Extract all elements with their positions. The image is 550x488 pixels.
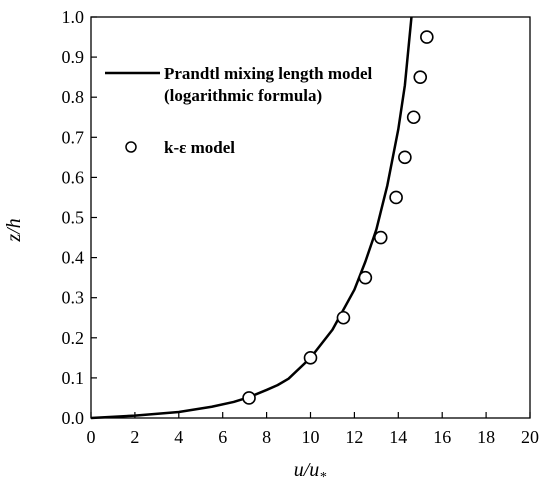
y-tick-label: 0.0 bbox=[62, 408, 85, 428]
data-point-k-epsilon bbox=[406, 110, 421, 125]
x-tick-label: 8 bbox=[262, 427, 271, 447]
x-axis-label: u/u* bbox=[294, 459, 327, 485]
y-tick-label: 0.6 bbox=[62, 167, 85, 187]
series-line-prandtl bbox=[90, 16, 413, 420]
data-point-k-epsilon bbox=[358, 270, 373, 285]
x-axis-label-main: u/u bbox=[294, 459, 320, 481]
legend-marker-label: k-ε model bbox=[164, 138, 235, 157]
data-point-k-epsilon bbox=[389, 190, 403, 205]
x-tick-label: 2 bbox=[130, 427, 139, 447]
x-tick-label: 14 bbox=[389, 427, 407, 447]
x-tick-label: 0 bbox=[87, 427, 96, 447]
y-tick-label: 0.4 bbox=[62, 248, 85, 268]
x-axis-label-sub: * bbox=[319, 470, 326, 485]
y-tick-label: 0.5 bbox=[62, 208, 85, 228]
x-tick-label: 18 bbox=[477, 427, 495, 447]
y-tick-label: 0.2 bbox=[62, 328, 85, 348]
data-point-k-epsilon bbox=[398, 150, 412, 165]
y-axis-label: z/h bbox=[3, 218, 25, 242]
x-tick-label: 12 bbox=[345, 427, 363, 447]
y-tick-label: 0.3 bbox=[62, 288, 85, 308]
x-tick-label: 20 bbox=[521, 427, 539, 447]
data-point-k-epsilon bbox=[303, 351, 318, 365]
legend-marker-swatch bbox=[125, 141, 137, 153]
y-tick-label: 0.8 bbox=[62, 87, 85, 107]
y-tick-label: 0.1 bbox=[62, 368, 85, 388]
y-tick-label: 0.9 bbox=[62, 47, 85, 67]
y-tick-label: 1.0 bbox=[62, 7, 85, 27]
x-tick-label: 4 bbox=[174, 427, 183, 447]
data-point-k-epsilon bbox=[413, 70, 428, 84]
data-point-k-epsilon bbox=[336, 310, 351, 325]
x-tick-label: 6 bbox=[218, 427, 227, 447]
x-tick-label: 10 bbox=[302, 427, 320, 447]
legend: Prandtl mixing length model (logarithmic… bbox=[105, 64, 373, 157]
data-point-k-epsilon bbox=[373, 230, 388, 245]
y-tick-label: 0.7 bbox=[62, 127, 85, 147]
data-point-k-epsilon bbox=[242, 391, 256, 405]
legend-line-label-2: (logarithmic formula) bbox=[164, 86, 322, 105]
plot-frame bbox=[90, 16, 531, 419]
x-tick-label: 16 bbox=[433, 427, 451, 447]
data-point-k-epsilon bbox=[420, 30, 434, 44]
x-axis-ticks: 0 2 4 6 8 10 12 14 16 18 20 bbox=[87, 412, 539, 447]
legend-line-label: Prandtl mixing length model bbox=[164, 64, 373, 83]
y-axis-ticks: 0.0 0.1 0.2 0.3 0.4 0.5 0.6 0.7 0.8 0.9 1.0 bbox=[62, 7, 97, 428]
series-layer bbox=[90, 16, 434, 420]
